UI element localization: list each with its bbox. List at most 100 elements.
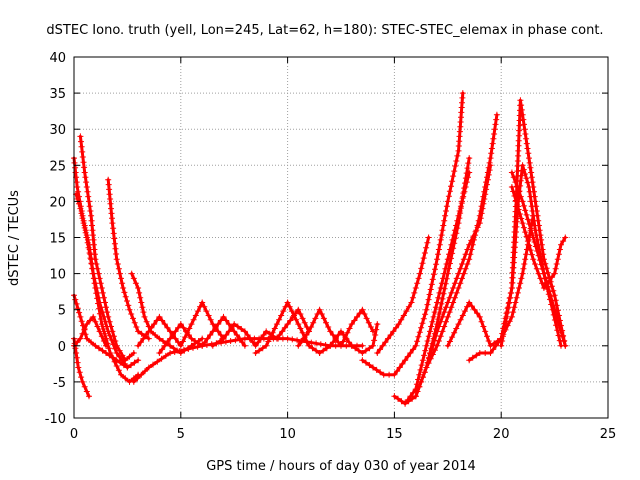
data-point-marker: [522, 256, 529, 263]
data-point-marker: [92, 318, 99, 325]
data-point-marker: [440, 290, 447, 297]
data-point-marker: [365, 319, 372, 326]
data-point-marker: [78, 374, 85, 381]
data-point-marker: [377, 369, 384, 376]
data-point-marker: [94, 323, 101, 330]
data-point-marker: [428, 323, 435, 330]
data-point-marker: [164, 324, 171, 331]
data-point-marker: [450, 285, 457, 291]
data-point-marker: [332, 335, 339, 342]
data-point-marker: [446, 338, 453, 345]
data-point-marker: [440, 275, 447, 282]
data-point-marker: [131, 319, 138, 326]
data-point-marker: [521, 121, 527, 128]
data-point-marker: [77, 335, 84, 342]
data-point-marker: [419, 320, 426, 327]
data-point-marker: [551, 270, 558, 277]
data-point-marker: [295, 306, 302, 313]
data-point-marker: [524, 179, 531, 186]
data-point-marker: [361, 311, 368, 317]
data-point-marker: [459, 275, 465, 282]
data-point-marker: [351, 317, 358, 324]
data-point-marker: [143, 332, 150, 338]
data-point-marker: [281, 324, 288, 331]
data-point-marker: [133, 324, 140, 330]
data-point-marker: [440, 222, 447, 229]
data-point-marker: [418, 265, 425, 272]
data-point-marker: [83, 388, 90, 395]
data-point-marker: [530, 234, 537, 241]
y-tick-label: 35: [49, 87, 66, 102]
data-point-marker: [491, 126, 498, 133]
data-point-marker: [412, 342, 419, 349]
data-series: [156, 313, 248, 356]
data-point-marker: [446, 251, 452, 258]
data-point-marker: [522, 207, 529, 214]
data-point-marker: [73, 354, 80, 361]
data-point-marker: [346, 339, 352, 346]
data-point-marker: [517, 97, 524, 104]
data-point-marker: [325, 324, 332, 330]
data-point-marker: [535, 270, 542, 277]
data-point-marker: [508, 169, 515, 176]
data-point-marker: [511, 193, 518, 199]
data-point-marker: [457, 280, 464, 287]
data-point-marker: [215, 321, 222, 328]
data-point-marker: [263, 328, 270, 335]
data-point-marker: [417, 270, 423, 277]
data-point-marker: [85, 244, 92, 251]
data-point-marker: [113, 256, 120, 263]
data-point-marker: [161, 321, 168, 328]
data-point-marker: [424, 301, 431, 308]
data-point-marker: [273, 321, 280, 328]
data-point-marker: [460, 193, 467, 200]
data-point-marker: [83, 184, 90, 190]
data-point-marker: [80, 220, 87, 227]
data-point-marker: [223, 317, 230, 324]
data-point-marker: [161, 342, 168, 349]
data-point-marker: [526, 242, 533, 249]
data-point-marker: [86, 203, 93, 210]
data-point-marker: [118, 275, 124, 282]
data-point-marker: [113, 357, 120, 364]
data-point-marker: [352, 345, 359, 352]
data-point-marker: [134, 375, 141, 382]
data-series: [423, 111, 500, 371]
data-point-marker: [241, 328, 248, 335]
data-point-marker: [444, 313, 451, 320]
data-point-marker: [399, 360, 406, 367]
data-point-marker: [487, 155, 494, 162]
data-point-marker: [167, 335, 174, 342]
data-point-marker: [503, 313, 510, 320]
data-point-marker: [460, 256, 467, 263]
data-point-marker: [340, 338, 347, 345]
data-point-marker: [98, 304, 105, 311]
data-point-marker: [466, 357, 473, 364]
data-point-marker: [201, 303, 208, 310]
data-point-marker: [422, 347, 429, 354]
data-point-marker: [457, 316, 464, 323]
data-point-marker: [306, 342, 312, 349]
data-point-marker: [552, 311, 559, 318]
data-point-marker: [320, 315, 327, 322]
data-point-marker: [492, 121, 499, 128]
data-point-marker: [513, 223, 520, 230]
data-point-marker: [511, 244, 518, 251]
data-point-marker: [225, 328, 232, 335]
data-point-marker: [449, 178, 456, 185]
data-point-marker: [484, 333, 490, 340]
data-point-marker: [511, 304, 518, 311]
data-point-marker: [544, 284, 551, 291]
data-point-marker: [99, 347, 106, 354]
data-point-marker: [480, 323, 487, 330]
data-point-marker: [362, 359, 369, 366]
data-point-marker: [175, 339, 182, 346]
data-point-marker: [395, 395, 401, 402]
data-point-marker: [474, 310, 481, 317]
data-point-marker: [410, 389, 417, 396]
data-point-marker: [525, 150, 532, 157]
data-point-marker: [451, 280, 458, 287]
data-point-marker: [118, 371, 124, 378]
data-point-marker: [382, 339, 389, 346]
data-point-marker: [514, 289, 521, 296]
